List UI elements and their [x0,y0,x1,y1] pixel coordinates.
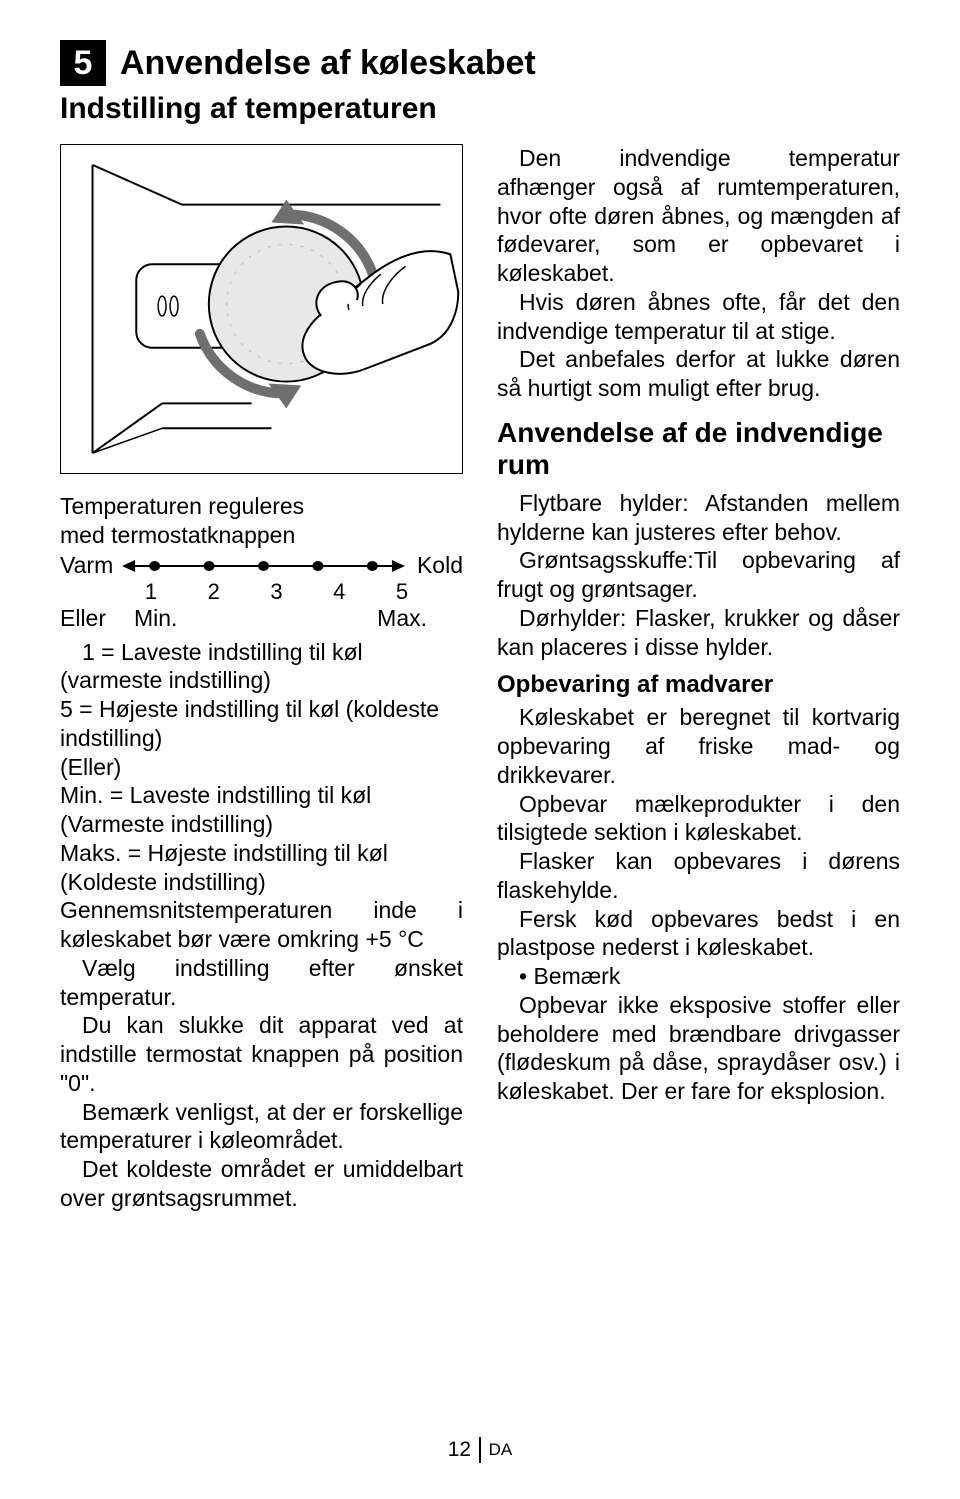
left-p1: 1 = Laveste indstilling til køl (varmest… [60,638,463,696]
right-p2: Hvis døren åbnes ofte, får det den indve… [497,288,900,346]
left-p3: (Eller) [60,753,463,782]
two-column-layout: Temperaturen reguleres med termostatknap… [60,144,900,1213]
tick-2: 2 [205,579,223,605]
section-number: 5 [74,44,93,83]
right-column: Den indvendige temperatur afhænger også … [497,144,900,1213]
right-p8: Opbevar mælkeprodukter i den tilsigtede … [497,790,900,848]
left-p5: Maks. = Højeste indstilling til køl (Kol… [60,839,463,897]
left-p7: Vælg indstilling efter ønsket temperatur… [60,954,463,1012]
thermostat-diagram [60,144,463,474]
left-p2: 5 = Højeste indstilling til køl (koldest… [60,695,463,753]
page-number: 12 [448,1438,471,1462]
tick-3: 3 [268,579,286,605]
left-p6: Gennemsnitstemperaturen inde i køleskabe… [60,896,463,954]
scale-intro-2: med termostatknappen [60,521,463,550]
right-p3: Det anbefales derfor at lukke døren så h… [497,345,900,403]
tick-1: 1 [142,579,160,605]
right-h2: Anvendelse af de indvendige rum [497,417,900,481]
right-p6: Dørhylder: Flasker, krukker og dåser kan… [497,604,900,662]
right-p10: Fersk kød opbevares bedst i en plastpose… [497,905,900,963]
scale-numbers: 1 2 3 4 5 [142,579,411,605]
min-max-row: Eller Min. Max. [60,605,463,632]
dial-illustration [61,145,462,473]
left-p8: Du kan slukke dit apparat ved at indstil… [60,1011,463,1097]
tick-5: 5 [393,579,411,605]
section-subtitle: Indstilling af temperaturen [60,92,900,126]
right-p9: Flasker kan opbevares i dørens flaskehyl… [497,847,900,905]
right-h3: Opbevaring af madvarer [497,671,900,699]
section-title: Anvendelse af køleskabet [120,44,536,83]
footer-divider-icon [479,1437,481,1463]
right-p11: • Bemærk [497,962,900,991]
min-label: Min. [134,605,177,632]
page-footer: 12 DA [0,1437,960,1463]
section-number-box: 5 [60,40,106,86]
max-label: Max. [377,605,427,632]
page-lang: DA [489,1440,513,1460]
section-header: 5 Anvendelse af køleskabet [60,40,900,86]
scale-arrow-icon [122,555,405,575]
left-p4: Min. = Laveste indstilling til køl (Varm… [60,781,463,839]
right-p1: Den indvendige temperatur afhænger også … [497,144,900,288]
scale-intro-1: Temperaturen reguleres [60,492,463,521]
left-p10: Det koldeste området er umiddelbart over… [60,1155,463,1213]
left-column: Temperaturen reguleres med termostatknap… [60,144,463,1213]
left-p9: Bemærk venligst, at der er forskellige t… [60,1098,463,1156]
right-p12: Opbevar ikke eksposive stoffer eller beh… [497,991,900,1106]
tick-4: 4 [330,579,348,605]
or-label: Eller [60,605,122,632]
right-p7: Køleskabet er beregnet til kortvarig opb… [497,703,900,789]
warm-label: Varm [60,552,122,579]
scale-row: Varm Kold [60,552,463,579]
right-p4: Flytbare hylder: Afstanden mellem hylder… [497,489,900,547]
right-p5: Grøntsagsskuffe:Til opbevaring af frugt … [497,546,900,604]
cold-label: Kold [405,552,463,579]
